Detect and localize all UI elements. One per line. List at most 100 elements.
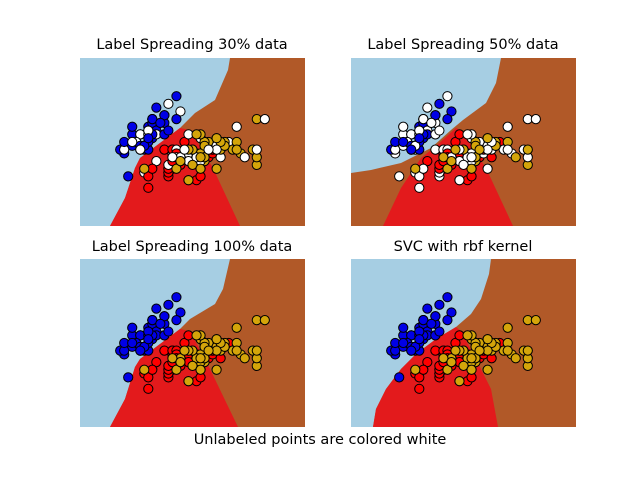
point-class2 <box>502 322 513 333</box>
point-class2 <box>251 345 262 356</box>
point-unlabeled <box>482 163 493 174</box>
point-class0 <box>442 314 453 326</box>
point-class0 <box>422 303 433 314</box>
point-unlabeled <box>462 129 473 140</box>
point-class1 <box>143 383 154 394</box>
point-class2 <box>530 314 541 326</box>
point-unlabeled <box>422 102 433 113</box>
point-class2 <box>466 353 477 364</box>
point-class0 <box>143 133 154 144</box>
point-class0 <box>434 299 445 310</box>
point-unlabeled <box>442 91 453 102</box>
point-class0 <box>434 326 445 337</box>
point-class2 <box>522 345 533 356</box>
point-unlabeled <box>434 125 445 136</box>
point-unlabeled <box>259 113 270 125</box>
point-class2 <box>179 345 190 356</box>
point-class0 <box>123 372 134 383</box>
subplot-3 <box>351 259 576 427</box>
point-class2 <box>195 364 206 375</box>
point-class0 <box>414 334 425 345</box>
point-class2 <box>446 356 457 368</box>
point-class1 <box>143 182 154 193</box>
point-class0 <box>398 136 409 148</box>
point-class2 <box>187 360 198 372</box>
point-class2 <box>510 353 521 364</box>
point-class2 <box>211 364 222 375</box>
figure-caption: Unlabeled points are colored white <box>194 432 447 448</box>
point-class0 <box>151 102 162 113</box>
point-class2 <box>195 163 206 174</box>
subplot-title-30: Label Spreading 30% data <box>96 37 287 53</box>
point-class2 <box>458 360 469 372</box>
point-class0 <box>127 322 138 333</box>
point-class2 <box>183 175 194 186</box>
point-class2 <box>482 334 493 345</box>
point-class2 <box>438 353 449 364</box>
point-class2 <box>231 345 242 356</box>
point-class2 <box>410 364 421 375</box>
point-class2 <box>482 364 493 375</box>
point-class2 <box>410 163 421 174</box>
point-class2 <box>139 364 150 375</box>
point-class2 <box>139 163 150 174</box>
point-unlabeled <box>394 171 405 182</box>
point-unlabeled <box>414 182 425 193</box>
decision-region-class1 <box>383 128 513 226</box>
point-unlabeled <box>418 113 429 125</box>
point-class2 <box>211 334 222 345</box>
subplot-title-50: Label Spreading 50% data <box>367 37 558 53</box>
point-class2 <box>482 133 493 144</box>
point-class2 <box>474 144 485 155</box>
point-unlabeled <box>179 144 190 155</box>
point-unlabeled <box>426 117 437 129</box>
subplot-title-svc: SVC with rbf kernel <box>394 239 533 255</box>
point-class0 <box>155 117 166 129</box>
point-class2 <box>239 353 250 364</box>
point-class2 <box>195 353 206 364</box>
subplot-title-100: Label Spreading 100% data <box>92 239 293 255</box>
point-class0 <box>394 372 405 383</box>
point-class0 <box>151 303 162 314</box>
point-class2 <box>450 144 461 155</box>
point-class2 <box>175 356 186 368</box>
point-unlabeled <box>163 98 174 109</box>
point-unlabeled <box>135 144 146 155</box>
point-class2 <box>502 345 513 356</box>
point-unlabeled <box>239 152 250 163</box>
decision-region-class1 <box>110 128 240 226</box>
point-class2 <box>211 133 222 144</box>
subplot-2 <box>80 259 305 427</box>
point-class0 <box>414 133 425 144</box>
point-unlabeled <box>167 152 178 163</box>
point-class0 <box>127 337 138 349</box>
point-class2 <box>211 163 222 174</box>
point-class0 <box>163 299 174 310</box>
point-class0 <box>147 314 158 326</box>
point-class2 <box>191 330 202 341</box>
decision-region-class1 <box>110 329 238 427</box>
subplot-1 <box>351 58 576 226</box>
point-unlabeled <box>203 144 214 155</box>
point-class0 <box>163 125 174 136</box>
point-class0 <box>171 113 182 125</box>
point-class2 <box>474 345 485 356</box>
point-class2 <box>231 322 242 333</box>
point-class0 <box>171 91 182 102</box>
point-class2 <box>466 163 477 174</box>
point-unlabeled <box>454 175 465 186</box>
point-unlabeled <box>530 113 541 125</box>
point-class0 <box>418 314 429 326</box>
point-class2 <box>259 314 270 326</box>
point-class2 <box>450 345 461 356</box>
point-unlabeled <box>231 121 242 132</box>
point-class0 <box>426 318 437 330</box>
point-class0 <box>127 121 138 132</box>
point-unlabeled <box>458 159 469 171</box>
point-unlabeled <box>127 136 138 148</box>
point-class0 <box>123 171 134 182</box>
point-class2 <box>522 144 533 155</box>
point-class1 <box>414 383 425 394</box>
point-unlabeled <box>466 152 477 163</box>
